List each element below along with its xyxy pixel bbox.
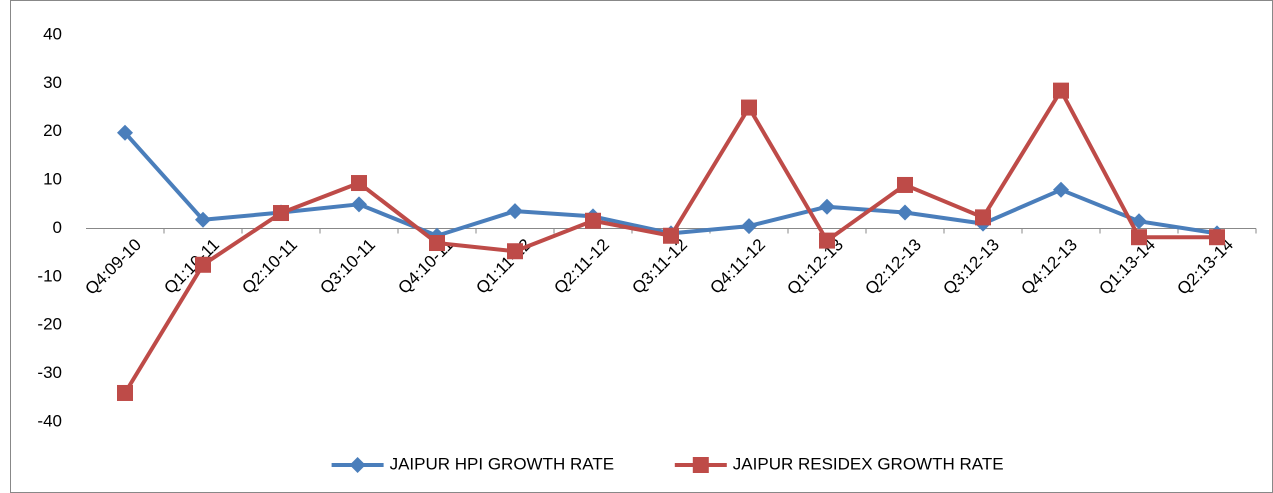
data-point: [1053, 82, 1069, 99]
y-tick-label: 10: [43, 170, 62, 189]
data-point: [897, 176, 913, 193]
data-point: [741, 218, 757, 235]
legend-marker: [349, 457, 366, 473]
data-point: [273, 205, 289, 222]
data-point: [507, 203, 523, 220]
y-tick-label: 0: [53, 218, 62, 237]
y-tick-label: -20: [37, 315, 62, 334]
data-point: [117, 384, 133, 401]
data-point: [1053, 181, 1069, 198]
data-point: [663, 227, 679, 244]
y-tick-label: -10: [37, 266, 62, 285]
data-point: [897, 204, 913, 221]
legend-marker: [692, 457, 709, 473]
data-point: [585, 212, 601, 229]
data-point: [195, 211, 211, 228]
data-point: [117, 124, 133, 141]
chart-border: [10, 0, 1273, 493]
data-point: [429, 235, 445, 252]
data-point: [741, 99, 757, 116]
y-tick-label: -30: [37, 363, 62, 382]
data-point: [1131, 229, 1147, 246]
legend-label: JAIPUR RESIDEX GROWTH RATE: [733, 454, 1004, 473]
data-point: [1209, 229, 1225, 246]
legend-label: JAIPUR HPI GROWTH RATE: [390, 454, 614, 473]
data-point: [975, 209, 991, 226]
y-tick-label: 30: [43, 73, 62, 92]
data-point: [1131, 213, 1147, 230]
data-point: [195, 256, 211, 273]
data-point: [819, 232, 835, 249]
y-tick-label: -40: [37, 411, 62, 430]
data-point: [507, 243, 523, 260]
data-point: [819, 198, 835, 215]
data-point: [351, 175, 367, 192]
y-tick-label: 40: [43, 24, 62, 43]
data-point: [351, 196, 367, 213]
y-tick-label: 20: [43, 121, 62, 140]
